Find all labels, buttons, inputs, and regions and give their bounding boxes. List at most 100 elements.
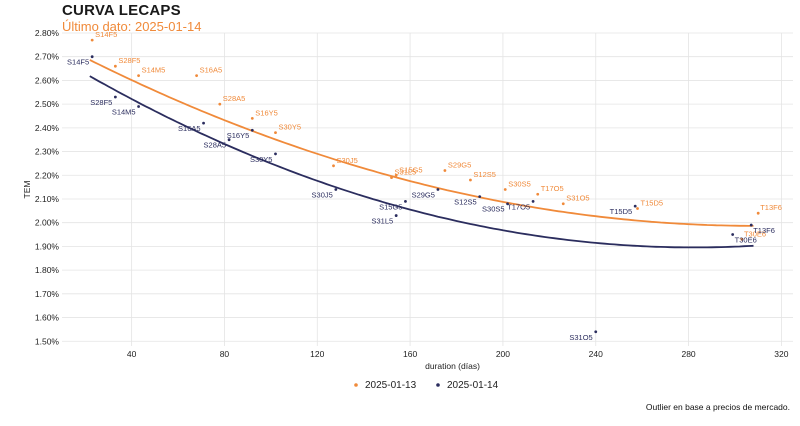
- data-point: [756, 211, 760, 215]
- point-label: S31O5: [569, 333, 592, 342]
- data-point: [218, 102, 222, 106]
- point-label: S31O5: [566, 194, 589, 203]
- data-point: [113, 64, 117, 68]
- data-point: [137, 105, 140, 108]
- point-label: S30S5: [508, 180, 531, 189]
- point-label: S14M5: [112, 108, 136, 117]
- x-tick-label: 320: [774, 349, 788, 359]
- point-label: S15G5: [399, 165, 422, 174]
- point-label: S30S5: [482, 205, 505, 214]
- data-point: [633, 204, 637, 208]
- data-point: [227, 138, 231, 142]
- data-point: [332, 164, 335, 168]
- data-point: [274, 152, 277, 156]
- point-label: S28F5: [90, 98, 112, 107]
- data-point: [404, 199, 407, 203]
- point-label: S14M5: [142, 66, 166, 75]
- y-tick-label: 2.40%: [35, 123, 60, 133]
- point-label: T15D5: [641, 198, 664, 207]
- point-label: S16Y5: [227, 131, 250, 140]
- data-point: [394, 214, 398, 217]
- point-label: S16A5: [200, 66, 223, 75]
- fit-curve-2025-01-14: [89, 75, 754, 249]
- y-tick-label: 1.90%: [35, 241, 60, 251]
- data-point: [274, 131, 277, 134]
- y-tick-label: 2.60%: [35, 75, 60, 85]
- y-tick-label: 2.00%: [35, 218, 60, 228]
- data-point: [250, 128, 254, 132]
- y-tick-label: 2.50%: [35, 99, 60, 109]
- data-point: [90, 55, 94, 59]
- point-label: S12S5: [473, 170, 496, 179]
- data-point: [469, 178, 472, 182]
- point-label: T17O5: [507, 202, 530, 211]
- point-label: S30Y5: [278, 123, 301, 132]
- data-point: [731, 233, 735, 236]
- data-point: [90, 38, 94, 42]
- y-tick-label: 1.70%: [35, 289, 60, 299]
- legend-label: 2025-01-13: [365, 380, 417, 391]
- point-label: S30J5: [337, 156, 358, 165]
- data-point: [506, 202, 509, 206]
- y-tick-label: 1.50%: [35, 336, 60, 346]
- legend-marker: [436, 383, 440, 387]
- data-point: [503, 188, 507, 191]
- data-point: [113, 95, 117, 99]
- x-tick-label: 80: [220, 349, 230, 359]
- point-label: T15D5: [610, 207, 633, 216]
- data-point: [749, 223, 753, 227]
- x-tick-label: 280: [681, 349, 695, 359]
- point-label: S28A5: [204, 141, 227, 150]
- data-point: [531, 199, 535, 203]
- data-point: [436, 188, 440, 191]
- y-axis-label: TEM: [22, 181, 32, 199]
- y-tick-label: 2.10%: [35, 194, 60, 204]
- y-tick-label: 2.30%: [35, 147, 60, 157]
- legend-marker: [354, 383, 358, 387]
- point-label: S29G5: [448, 161, 471, 170]
- point-label: S15G5: [379, 202, 402, 211]
- point-label: T13F6: [753, 226, 775, 235]
- point-label: S28F5: [118, 56, 140, 65]
- fit-curve-2025-01-13: [89, 59, 754, 227]
- chart-subtitle: Último dato: 2025-01-14: [62, 19, 202, 34]
- data-point: [250, 116, 254, 120]
- data-point: [390, 176, 393, 180]
- chart-title: CURVA LECAPS: [62, 2, 181, 19]
- y-tick-label: 2.80%: [35, 28, 60, 38]
- point-label: S16Y5: [255, 108, 278, 117]
- point-label: S29G5: [412, 191, 435, 200]
- point-label: T17O5: [541, 184, 564, 193]
- y-tick-label: 2.70%: [35, 52, 60, 62]
- x-tick-label: 200: [496, 349, 510, 359]
- point-label: S14F5: [95, 30, 117, 39]
- data-point: [394, 173, 398, 177]
- point-label: S31L5: [395, 168, 417, 177]
- data-point: [740, 237, 744, 241]
- data-point: [478, 195, 482, 199]
- x-axis-label: duration (días): [425, 361, 480, 371]
- data-point: [594, 330, 598, 334]
- x-tick-label: 160: [403, 349, 417, 359]
- point-label: S30J5: [312, 191, 333, 200]
- point-label: S16A5: [178, 124, 201, 133]
- legend-label: 2025-01-14: [447, 380, 499, 391]
- data-point: [636, 207, 639, 210]
- y-tick-label: 1.80%: [35, 265, 60, 275]
- data-point: [536, 192, 540, 196]
- data-point: [195, 74, 198, 78]
- y-tick-label: 2.20%: [35, 170, 60, 180]
- data-point: [561, 202, 565, 206]
- point-label: S14F5: [67, 58, 89, 67]
- point-label: S28A5: [223, 94, 246, 103]
- point-label: T13F6: [760, 203, 782, 212]
- data-point: [334, 188, 338, 191]
- point-label: T30E6: [744, 229, 766, 238]
- x-tick-label: 40: [127, 349, 137, 359]
- data-point: [443, 169, 447, 172]
- data-point: [202, 121, 205, 125]
- point-label: S30Y5: [250, 155, 273, 164]
- point-label: S12S5: [454, 198, 477, 207]
- data-point: [137, 74, 140, 78]
